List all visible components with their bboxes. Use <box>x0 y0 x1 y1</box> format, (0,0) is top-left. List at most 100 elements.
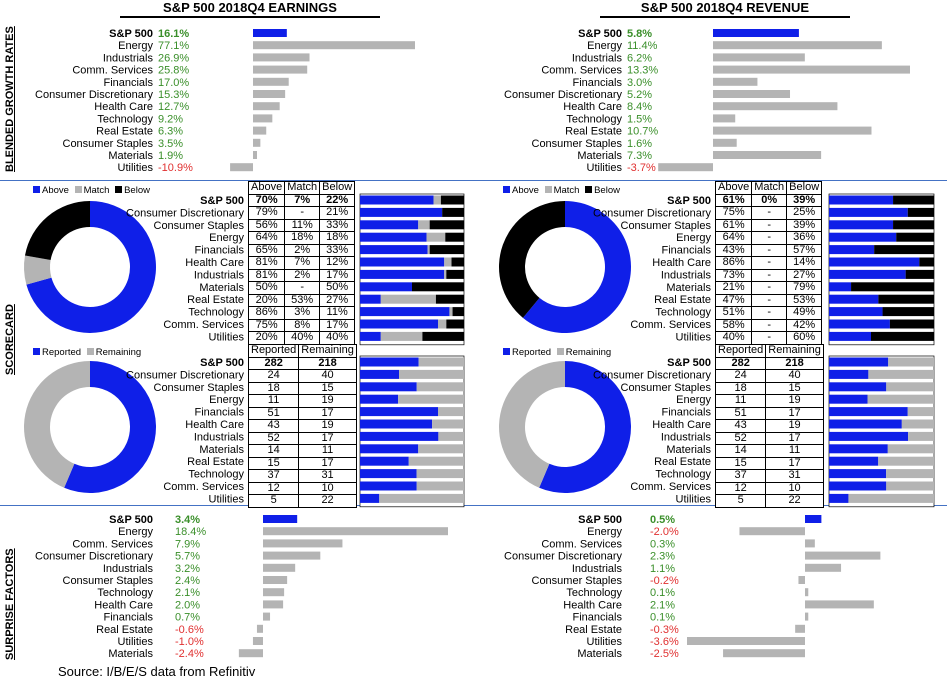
revenue-scorecard-row-financials: 43% -57% <box>714 243 823 257</box>
earnings-growth-value-sp-500: 16.1% <box>158 28 189 40</box>
earnings-surprise-value-consumer-staples: 2.4% <box>175 575 200 587</box>
revenue-scorecard-label-energy: Energy <box>676 232 711 244</box>
revenue-reported-row-sp-500: 282 218 <box>714 356 824 370</box>
revenue-growth-value-financials: 3.0% <box>627 77 652 89</box>
revenue-reported-reported-energy: 11 <box>714 394 767 408</box>
revenue-surprise-value-comm-services: 0.3% <box>650 538 675 550</box>
earnings-reported-reported-materials: 14 <box>247 444 300 458</box>
earnings-growth-value-consumer-discretionary: 15.3% <box>158 89 189 101</box>
earnings-scorecard-below-energy: 18% <box>319 231 356 245</box>
remaining-swatch <box>86 348 94 355</box>
earnings-reported-row-energy: 11 19 <box>247 394 357 408</box>
revenue-scorecard-above-sp-500: 61% <box>714 193 753 207</box>
earnings-scorecard-stack-technology-match <box>449 307 453 317</box>
earnings-scorecard-above-industrials: 81% <box>247 268 286 282</box>
earnings-scorecard-label-energy: Energy <box>209 232 244 244</box>
revenue-scorecard-stack-financials-below <box>874 245 934 255</box>
revenue-reported-row-industrials: 52 17 <box>714 431 824 445</box>
revenue-growth-label-financials: Financials <box>572 77 622 89</box>
earnings-reported-row-consumer-staples: 18 15 <box>247 381 357 395</box>
revenue-surprise-label-consumer-staples: Consumer Staples <box>532 575 623 587</box>
earnings-surprise-label-health-care: Health Care <box>94 599 153 611</box>
legend-reported: Reported <box>512 347 552 358</box>
revenue-scorecard-donut-slice-above <box>522 201 632 333</box>
earnings-scorecard-label-real-estate: Real Estate <box>187 294 244 306</box>
earnings-scorecard-table: Above Match Below 70% 7% 22% 79% -21% 56% 11% 33% 6… <box>247 181 356 345</box>
earnings-surprise-bar-sp-500 <box>263 515 298 523</box>
earnings-scorecard-label-comm-services: Comm. Services <box>163 319 244 331</box>
earnings-surprise-label-energy: Energy <box>118 526 153 538</box>
earnings-scorecard-header-above: Above <box>247 181 286 195</box>
earnings-scorecard-header-row: Above Match Below <box>247 181 356 195</box>
earnings-surprise-value-energy: 18.4% <box>175 526 206 538</box>
revenue-growth-bar-consumer-staples <box>713 138 737 147</box>
earnings-scorecard-above-financials: 65% <box>247 243 286 257</box>
earnings-reported-row-utilities: 5 22 <box>247 494 357 508</box>
revenue-reported-header-reported: Reported <box>714 344 767 358</box>
revenue-scorecard-row-health-care: 86% -14% <box>714 256 823 270</box>
revenue-growth-value-technology: 1.5% <box>627 113 652 125</box>
earnings-reported-stack-technology-remaining <box>416 469 464 479</box>
revenue-growth-label-consumer-discretionary: Consumer Discretionary <box>504 89 622 101</box>
revenue-growth-value-energy: 11.4% <box>627 40 658 52</box>
above-swatch <box>503 186 510 193</box>
revenue-reported-header-remaining: Remaining <box>765 344 824 358</box>
earnings-reported-stack-materials-reported <box>360 444 419 454</box>
earnings-scorecard-stack-energy-above <box>360 232 427 242</box>
legend-below: Below <box>594 185 620 196</box>
revenue-reported-row-real-estate: 15 17 <box>714 456 824 470</box>
legend-match: Match <box>553 185 580 196</box>
earnings-reported-row-technology: 37 31 <box>247 469 357 483</box>
revenue-scorecard-header-row: Above Match Below <box>714 181 823 195</box>
earnings-surprise-bar-utilities <box>252 637 263 645</box>
earnings-reported-stack-health-care-reported <box>360 419 433 429</box>
earnings-reported-remaining-comm-services: 10 <box>298 481 357 495</box>
revenue-scorecard-stack-consumer-discretionary-below <box>907 207 934 217</box>
revenue-reported-reported-comm-services: 12 <box>714 481 767 495</box>
earnings-reported-reported-financials: 51 <box>247 406 300 420</box>
earnings-reported-reported-sp-500: 282 <box>247 356 300 370</box>
revenue-scorecard-stack-sp-500-above <box>829 195 894 205</box>
earnings-scorecard-row-industrials: 81% 2% 17% <box>247 268 356 282</box>
earnings-growth-label-health-care: Health Care <box>94 101 153 113</box>
revenue-reported-stack-industrials-remaining <box>908 431 934 441</box>
revenue-growth-value-industrials: 6.2% <box>627 52 652 64</box>
match-swatch <box>544 186 552 193</box>
revenue-scorecard-stack-utilities-below <box>871 331 934 341</box>
earnings-growth-label-energy: Energy <box>118 40 153 52</box>
earnings-surprise-label-sp-500: S&P 500 <box>109 514 153 526</box>
revenue-scorecard-match-utilities: - <box>751 331 788 345</box>
revenue-surprise-bar-utilities <box>687 637 805 645</box>
revenue-surprise-label-utilities: Utilities <box>587 636 623 648</box>
earnings-growth-label-comm-services: Comm. Services <box>72 65 153 77</box>
earnings-reported-remaining-sp-500: 218 <box>298 356 357 370</box>
legend-below: Below <box>124 185 150 196</box>
earnings-growth-bar-consumer-staples <box>253 138 261 147</box>
below-swatch <box>585 186 593 193</box>
revenue-scorecard-label-financials: Financials <box>661 245 711 257</box>
revenue-scorecard-below-consumer-discretionary: 25% <box>786 206 823 220</box>
earnings-scorecard-match-utilities: 40% <box>284 331 321 345</box>
earnings-title: S&P 500 2018Q4 EARNINGS <box>120 0 380 18</box>
earnings-scorecard-below-real-estate: 27% <box>319 293 356 307</box>
revenue-reported-reported-real-estate: 15 <box>714 456 767 470</box>
revenue-reported-remaining-materials: 11 <box>765 444 824 458</box>
revenue-reported-stack-sp-500-remaining <box>888 357 934 367</box>
revenue-scorecard-match-consumer-discretionary: - <box>751 206 788 220</box>
earnings-scorecard-match-real-estate: 53% <box>284 293 321 307</box>
earnings-reported-stack-technology-reported <box>360 469 417 479</box>
earnings-reported-remaining-industrials: 17 <box>298 431 357 445</box>
revenue-scorecard-stack-technology-below <box>882 307 934 317</box>
revenue-scorecard-header-match: Match <box>751 181 788 195</box>
earnings-growth-value-technology: 9.2% <box>158 113 183 125</box>
earnings-scorecard-label-materials: Materials <box>199 282 244 294</box>
revenue-reported-reported-technology: 37 <box>714 469 767 483</box>
earnings-reported-row-real-estate: 15 17 <box>247 456 357 470</box>
revenue-reported-reported-consumer-discretionary: 24 <box>714 369 767 383</box>
earnings-scorecard-above-consumer-discretionary: 79% <box>247 206 286 220</box>
earnings-scorecard-row-technology: 86% 3% 11% <box>247 306 356 320</box>
earnings-reported-row-consumer-discretionary: 24 40 <box>247 369 357 383</box>
earnings-scorecard-stack-consumer-staples-below <box>429 220 464 230</box>
revenue-reported-label-comm-services: Comm. Services <box>630 481 711 493</box>
earnings-scorecard-stack-materials-above <box>360 282 412 292</box>
